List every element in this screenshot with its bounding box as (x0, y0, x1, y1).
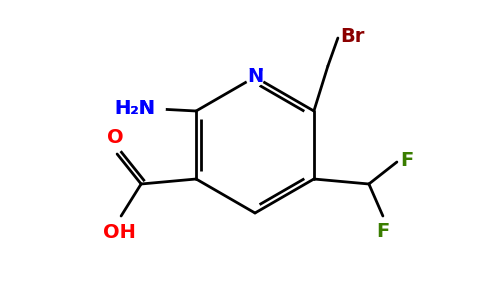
Circle shape (145, 99, 165, 119)
Text: H₂N: H₂N (114, 100, 155, 118)
Circle shape (246, 68, 264, 86)
Circle shape (247, 69, 263, 85)
Text: F: F (400, 152, 413, 170)
Text: O: O (107, 128, 123, 147)
Text: F: F (376, 222, 390, 241)
Text: Br: Br (340, 26, 364, 46)
Text: H₂N: H₂N (114, 100, 155, 118)
Text: OH: OH (103, 223, 136, 242)
Text: N: N (247, 68, 263, 86)
Text: N: N (247, 68, 263, 86)
